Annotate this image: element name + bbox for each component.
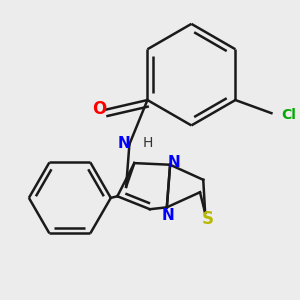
Text: N: N: [162, 208, 175, 223]
Text: Cl: Cl: [281, 108, 296, 122]
Text: O: O: [92, 100, 106, 118]
Text: S: S: [202, 210, 214, 228]
Text: N: N: [168, 154, 181, 169]
Text: H: H: [142, 136, 153, 150]
Text: N: N: [118, 136, 131, 151]
